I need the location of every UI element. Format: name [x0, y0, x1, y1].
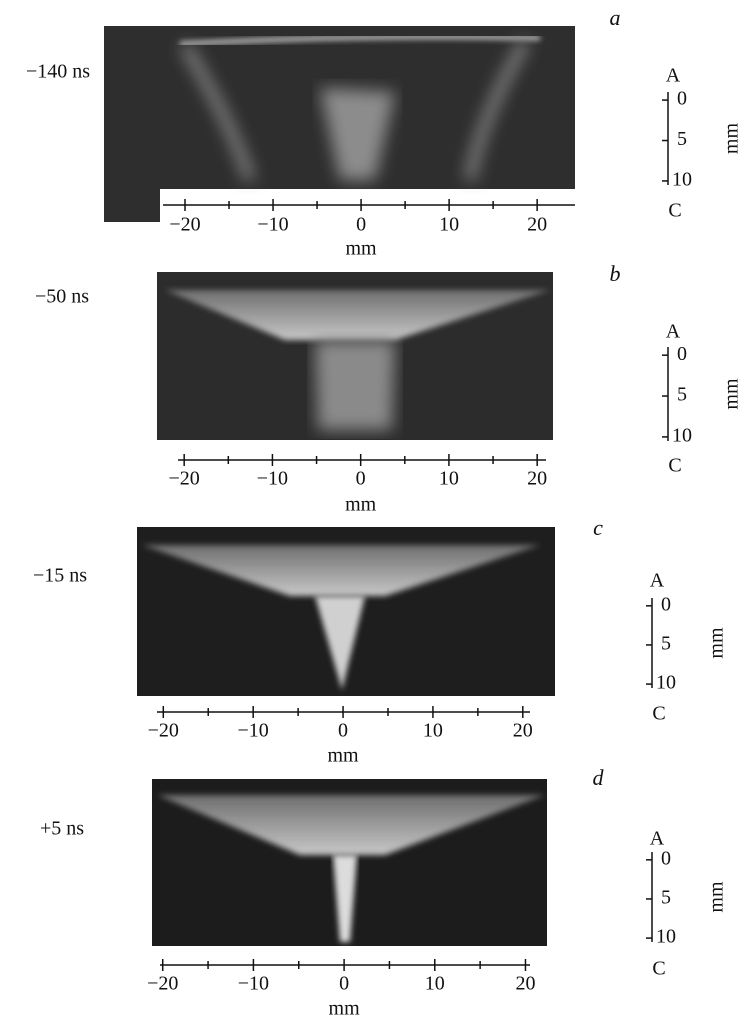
cathode-label: C: [652, 703, 665, 725]
depth-tick-label: 10: [656, 926, 676, 948]
x-tick-label: 0: [356, 468, 366, 490]
depth-tick-label: 0: [677, 343, 687, 365]
depth-tick-label: 5: [677, 128, 687, 150]
anode-label: A: [666, 321, 681, 343]
x-tick-label: 20: [527, 468, 547, 490]
depth-tick-label: 10: [672, 169, 692, 191]
depth-tick-label: 10: [672, 425, 692, 447]
depth-axis-label: mm: [706, 881, 728, 913]
x-tick-label: −20: [169, 468, 200, 490]
x-tick-label: −20: [169, 214, 200, 236]
x-tick-label: −10: [238, 973, 269, 995]
x-tick-label: 10: [439, 214, 459, 236]
photo-b: [157, 272, 553, 440]
depth-tick-label: 10: [656, 672, 676, 694]
depth-tick-label: 5: [677, 384, 687, 406]
x-tick-label: −10: [257, 214, 288, 236]
panel-letter: b: [610, 261, 621, 286]
x-tick-label: 20: [515, 973, 535, 995]
depth-axis-label: mm: [721, 378, 743, 410]
cathode-label: C: [668, 455, 681, 477]
photo-d: [152, 779, 547, 946]
x-tick-label: 10: [439, 468, 459, 490]
photo-a: [104, 26, 575, 222]
x-tick-label: 0: [339, 973, 349, 995]
photo-c: [137, 527, 555, 696]
anode-label: A: [666, 65, 681, 87]
x-tick-label: −20: [148, 720, 179, 742]
depth-tick-label: 5: [661, 633, 671, 655]
depth-tick-label: 0: [661, 593, 671, 615]
depth-axis-label: mm: [706, 627, 728, 659]
panel-letter: a: [610, 5, 621, 30]
x-axis-label: mm: [345, 494, 377, 516]
anode-label: A: [650, 828, 665, 850]
time-label: −140 ns: [26, 61, 90, 83]
x-tick-label: 0: [338, 720, 348, 742]
x-tick-label: 10: [425, 973, 445, 995]
cathode-label: C: [668, 200, 681, 222]
x-axis-label: mm: [346, 238, 378, 260]
x-axis-label: mm: [327, 745, 359, 767]
cathode-label: C: [652, 958, 665, 980]
depth-tick-label: 5: [661, 887, 671, 909]
depth-axis-label: mm: [721, 123, 743, 155]
time-label: −15 ns: [33, 565, 87, 587]
panel-letter: d: [593, 765, 605, 790]
x-tick-label: 20: [527, 214, 547, 236]
x-tick-label: −10: [257, 468, 288, 490]
time-label: +5 ns: [40, 818, 84, 840]
time-label: −50 ns: [35, 286, 89, 308]
x-tick-label: 10: [423, 720, 443, 742]
depth-tick-label: 0: [677, 88, 687, 110]
depth-tick-label: 0: [661, 847, 671, 869]
x-tick-label: 0: [356, 214, 366, 236]
x-tick-label: 20: [513, 720, 533, 742]
x-tick-label: −20: [147, 973, 178, 995]
x-axis-label: mm: [329, 998, 361, 1020]
anode-label: A: [650, 570, 665, 592]
x-tick-label: −10: [238, 720, 269, 742]
panel-letter: c: [593, 515, 603, 540]
